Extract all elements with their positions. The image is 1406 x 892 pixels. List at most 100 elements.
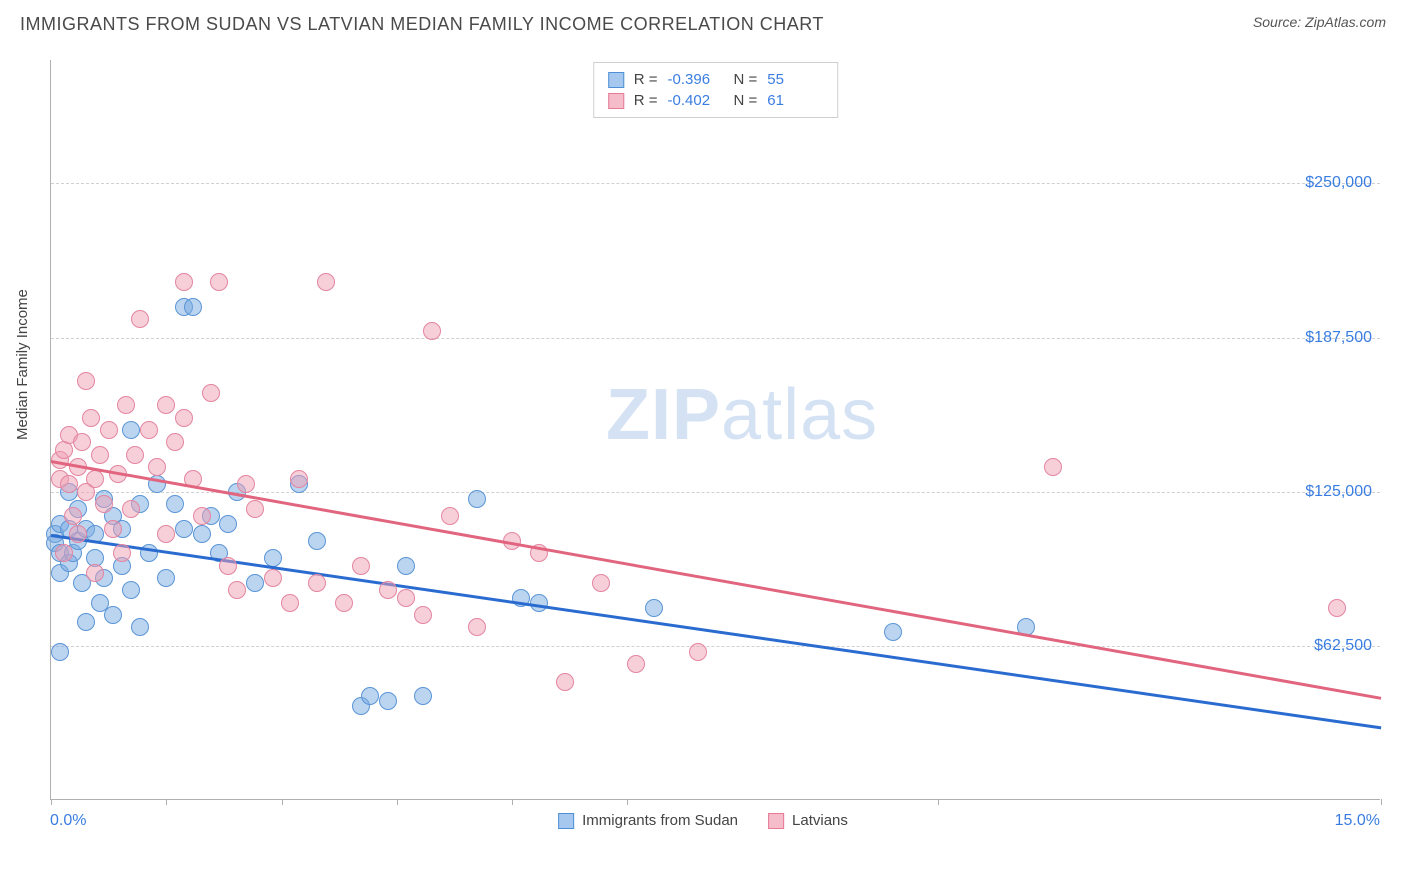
data-point	[281, 594, 299, 612]
data-point	[193, 507, 211, 525]
source-attribution: Source: ZipAtlas.com	[1253, 14, 1386, 30]
data-point	[77, 372, 95, 390]
data-point	[246, 574, 264, 592]
data-point	[175, 520, 193, 538]
trend-line	[51, 534, 1381, 729]
data-point	[126, 446, 144, 464]
data-point	[166, 433, 184, 451]
data-point	[308, 574, 326, 592]
data-point	[246, 500, 264, 518]
legend-swatch	[608, 72, 624, 88]
x-tick	[282, 799, 283, 805]
x-tick	[512, 799, 513, 805]
data-point	[175, 273, 193, 291]
data-point	[468, 618, 486, 636]
x-tick	[938, 799, 939, 805]
data-point	[219, 557, 237, 575]
r-value: -0.402	[668, 92, 724, 109]
data-point	[592, 574, 610, 592]
watermark-rest: atlas	[721, 375, 878, 455]
legend-swatch	[558, 813, 574, 829]
x-tick	[397, 799, 398, 805]
data-point	[131, 310, 149, 328]
y-tick-label: $187,500	[1305, 329, 1372, 347]
data-point	[228, 581, 246, 599]
data-point	[1044, 458, 1062, 476]
scatter-chart: R =-0.396N =55R =-0.402N =61 ZIPatlas $6…	[50, 60, 1380, 800]
n-value: 61	[767, 92, 823, 109]
data-point	[1328, 599, 1346, 617]
r-value: -0.396	[668, 71, 724, 88]
data-point	[379, 581, 397, 599]
data-point	[397, 589, 415, 607]
x-tick	[166, 799, 167, 805]
data-point	[117, 396, 135, 414]
data-point	[86, 564, 104, 582]
data-point	[140, 421, 158, 439]
data-point	[441, 507, 459, 525]
correlation-legend-row: R = -0.402 N = 61	[608, 90, 824, 111]
data-point	[317, 273, 335, 291]
x-tick	[1381, 799, 1382, 805]
data-point	[210, 273, 228, 291]
gridline	[51, 338, 1380, 339]
data-point	[157, 396, 175, 414]
legend-item: Immigrants from Sudan	[558, 812, 738, 829]
data-point	[219, 515, 237, 533]
data-point	[157, 569, 175, 587]
data-point	[689, 643, 707, 661]
data-point	[423, 322, 441, 340]
n-label: N =	[734, 71, 758, 88]
data-point	[414, 687, 432, 705]
data-point	[69, 525, 87, 543]
n-label: N =	[734, 92, 758, 109]
r-label: R =	[634, 71, 658, 88]
data-point	[264, 569, 282, 587]
y-tick-label: $62,500	[1314, 637, 1372, 655]
data-point	[55, 544, 73, 562]
watermark-bold: ZIP	[606, 375, 721, 455]
data-point	[122, 421, 140, 439]
x-axis-min-label: 0.0%	[50, 812, 86, 830]
data-point	[166, 495, 184, 513]
x-tick	[627, 799, 628, 805]
legend-swatch	[768, 813, 784, 829]
watermark: ZIPatlas	[606, 374, 878, 456]
data-point	[131, 618, 149, 636]
x-axis-max-label: 15.0%	[1335, 812, 1380, 830]
chart-title: IMMIGRANTS FROM SUDAN VS LATVIAN MEDIAN …	[20, 14, 824, 35]
gridline	[51, 183, 1380, 184]
data-point	[104, 606, 122, 624]
data-point	[352, 557, 370, 575]
data-point	[122, 500, 140, 518]
y-tick-label: $125,000	[1305, 483, 1372, 501]
data-point	[645, 599, 663, 617]
data-point	[335, 594, 353, 612]
data-point	[148, 458, 166, 476]
data-point	[51, 643, 69, 661]
legend-item: Latvians	[768, 812, 848, 829]
y-tick-label: $250,000	[1305, 174, 1372, 192]
data-point	[77, 613, 95, 631]
gridline	[51, 646, 1380, 647]
x-tick	[51, 799, 52, 805]
correlation-legend: R =-0.396N =55R =-0.402N =61	[593, 62, 839, 118]
data-point	[237, 475, 255, 493]
r-label: R =	[634, 92, 658, 109]
data-point	[379, 692, 397, 710]
data-point	[361, 687, 379, 705]
data-point	[104, 520, 122, 538]
data-point	[91, 446, 109, 464]
data-point	[308, 532, 326, 550]
data-point	[60, 475, 78, 493]
data-point	[884, 623, 902, 641]
data-point	[193, 525, 211, 543]
data-point	[100, 421, 118, 439]
correlation-legend-row: R =-0.396N =55	[608, 69, 824, 90]
data-point	[73, 433, 91, 451]
data-point	[290, 470, 308, 488]
data-point	[157, 525, 175, 543]
legend-swatch	[608, 93, 624, 109]
data-point	[113, 544, 131, 562]
data-point	[202, 384, 220, 402]
